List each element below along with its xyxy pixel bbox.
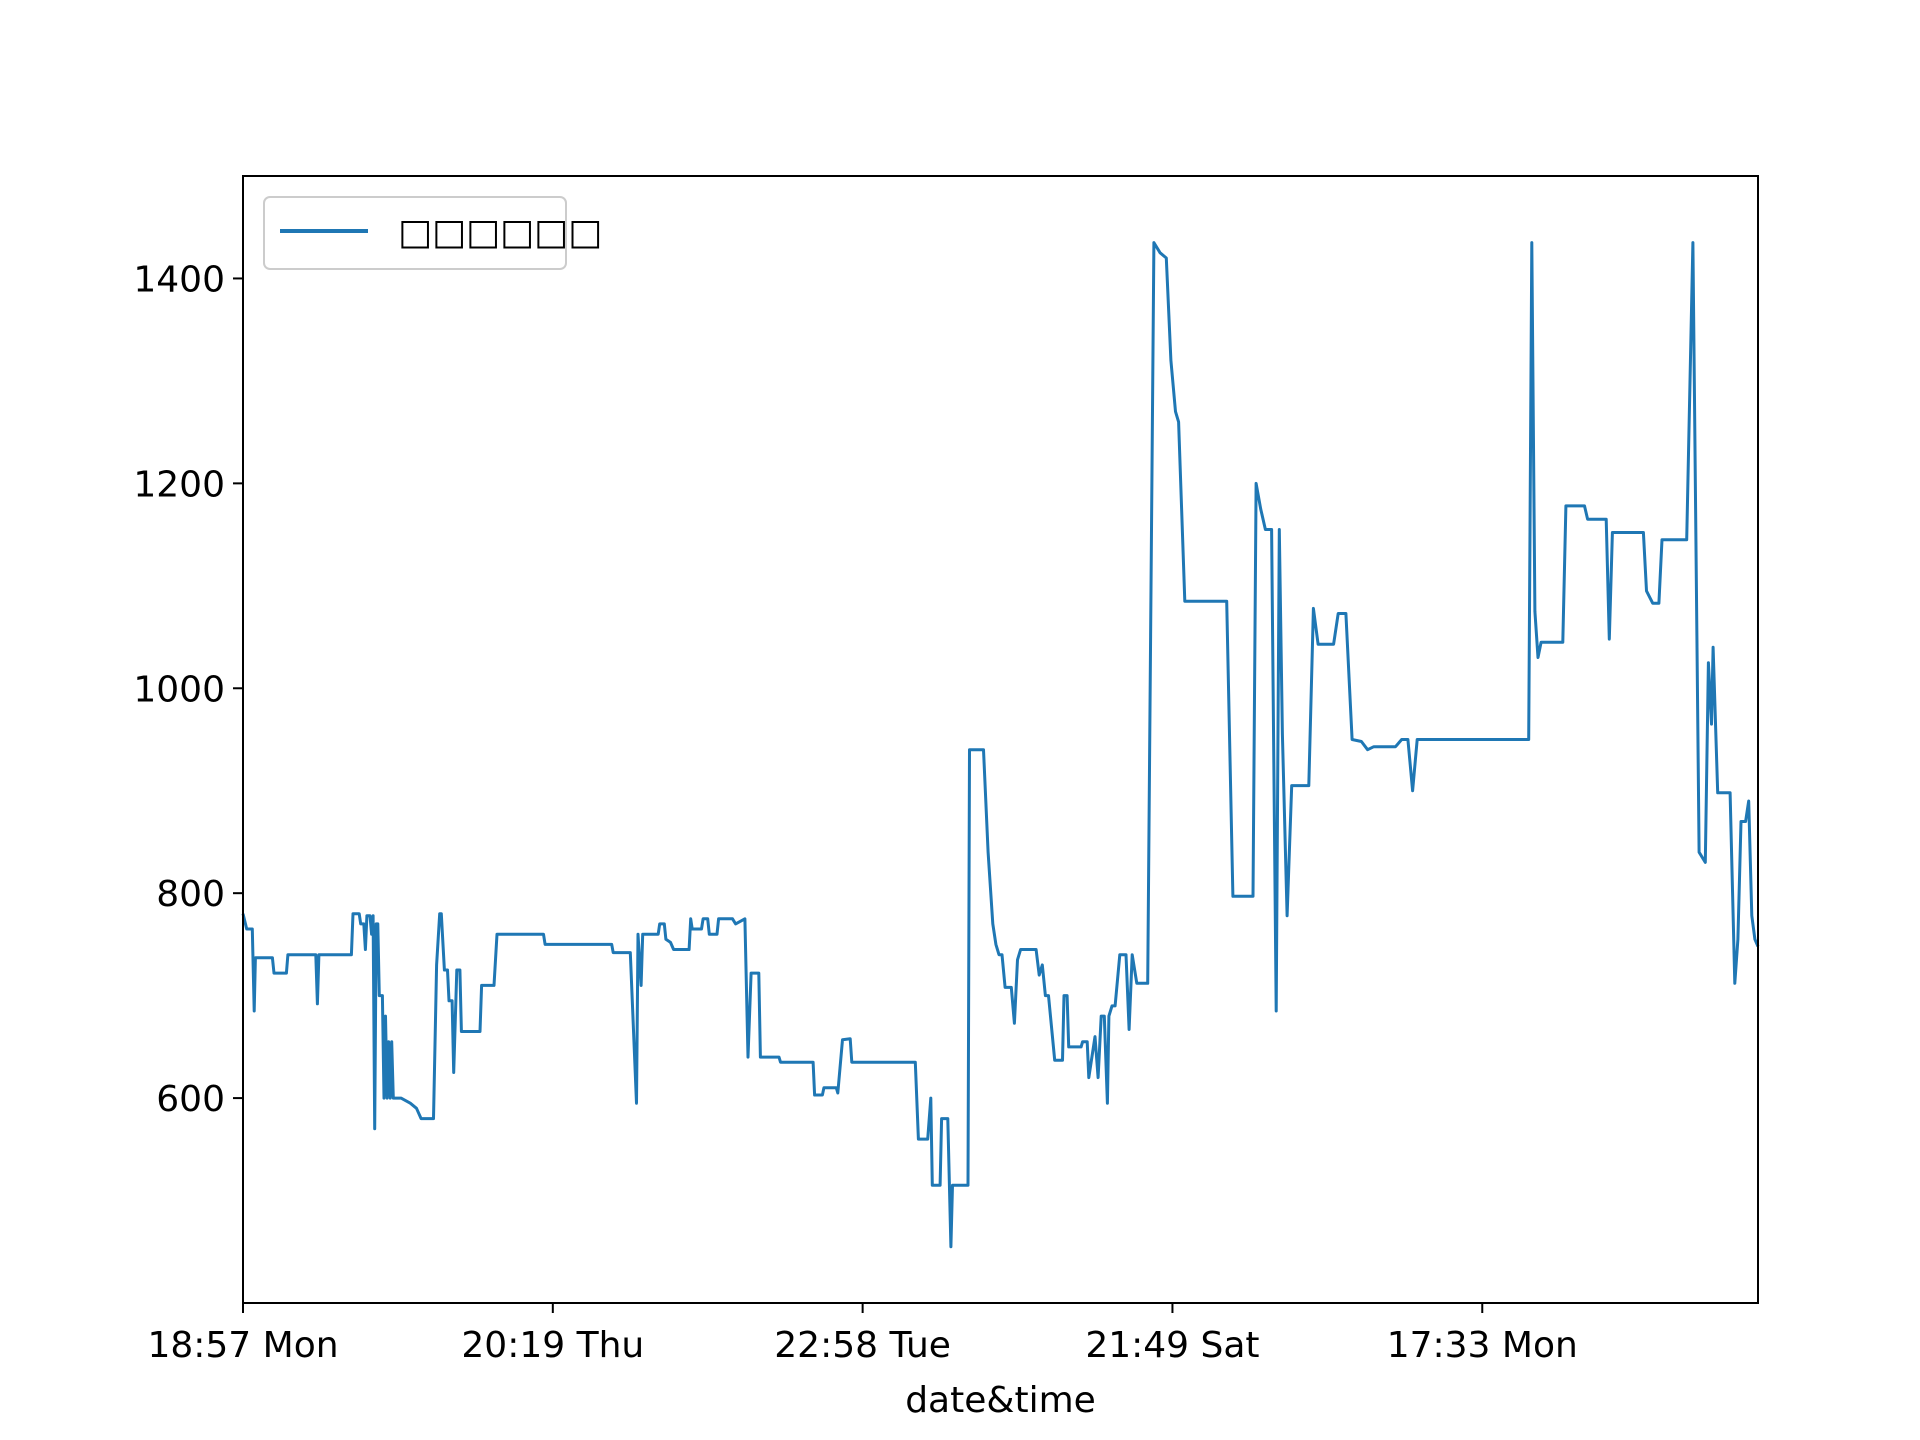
x-axis: 18:57 Mon 20:19 Thu 22:58 Tue 21:49 Sat 17:3… <box>147 1303 1578 1366</box>
x-tick-label: 17:33 Mon <box>1387 1325 1578 1366</box>
x-tick-label: 18:57 Mon <box>147 1325 338 1366</box>
series-line-0 <box>241 241 1760 1249</box>
y-axis: 600 800 1000 1200 1400 <box>133 259 243 1120</box>
x-tick-label: 20:19 Thu <box>461 1325 644 1366</box>
y-tick-label: 800 <box>156 874 225 915</box>
y-tick-label: 1200 <box>133 464 225 505</box>
x-axis-title: date&time <box>905 1380 1096 1421</box>
legend-label: □□□□□□ <box>398 212 602 253</box>
x-tick-label: 22:58 Tue <box>774 1325 951 1366</box>
legend: □□□□□□ <box>263 196 602 270</box>
y-tick-label: 600 <box>156 1079 225 1120</box>
y-tick-label: 1000 <box>133 669 225 710</box>
plot-frame <box>242 175 1759 1304</box>
y-tick-label: 1400 <box>133 259 225 300</box>
x-tick-label: 21:49 Sat <box>1085 1325 1259 1366</box>
legend-box <box>263 196 567 270</box>
plot-area <box>241 175 1760 1304</box>
